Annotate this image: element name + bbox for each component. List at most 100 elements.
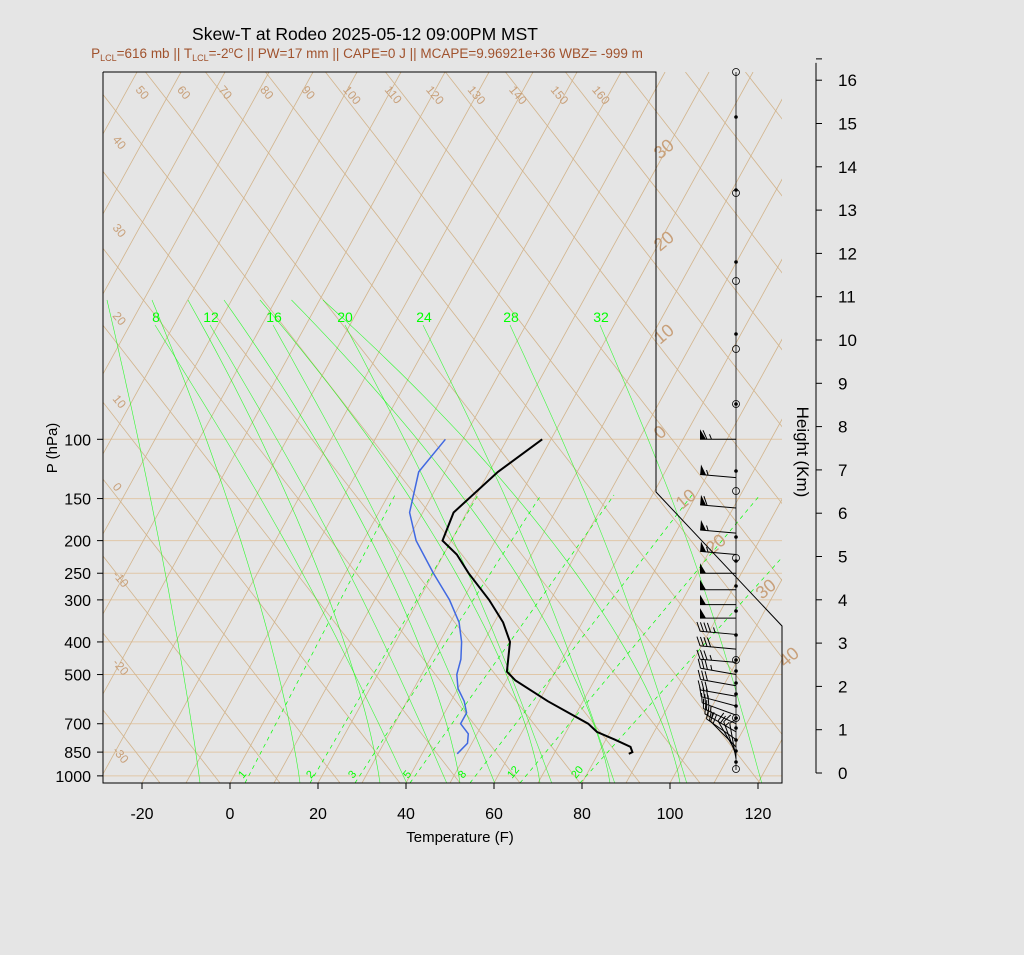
mixing-ratio-top-label: 8	[152, 309, 160, 325]
isotherm	[494, 72, 885, 783]
dry-adiabat-left-label: 30	[110, 221, 130, 240]
level-dot	[734, 332, 738, 336]
temperature-tick-label: 100	[657, 806, 684, 823]
wind-barb-full	[697, 637, 700, 646]
isotherm	[0, 72, 5, 783]
level-dot	[734, 535, 738, 539]
temperature-tick-label: -20	[130, 806, 153, 823]
pressure-tick-label: 500	[64, 668, 91, 685]
mixing-ratio-line	[470, 495, 692, 783]
wind-barb-half	[710, 434, 712, 439]
wind-barb	[697, 637, 736, 649]
level-dot	[734, 115, 738, 119]
wind-barb-half	[714, 627, 716, 632]
height-tick-label: 3	[838, 634, 847, 653]
wind-barb-half	[707, 526, 709, 531]
isotherm-label: 80	[257, 83, 277, 102]
height-tick-label: 13	[838, 201, 857, 220]
wind-barb-full	[702, 671, 704, 681]
wind-barb-full	[701, 693, 702, 703]
height-tick-label: 12	[838, 244, 857, 263]
mixing-ratio-curve	[210, 325, 447, 783]
dry-adiabat-right-label: 40	[775, 643, 803, 671]
wind-barb-half	[711, 665, 712, 670]
wind-barb-full	[705, 671, 707, 681]
pressure-tick-label: 400	[64, 635, 91, 652]
mixing-ratio-bottom-label: 20	[569, 764, 586, 781]
isotherm	[626, 72, 1017, 783]
level-dot	[734, 260, 738, 264]
height-tick-label: 14	[838, 158, 857, 177]
pressure-tick-label: 300	[64, 593, 91, 610]
wind-barb	[697, 650, 736, 662]
wind-barb-full	[705, 704, 706, 714]
moist-adiabat	[188, 300, 380, 783]
level-dot	[734, 760, 738, 764]
mixing-ratio-bottom-label: 8	[456, 769, 469, 781]
wind-barb-full	[704, 623, 707, 632]
wind-barb-full	[697, 622, 700, 631]
height-tick-label: 6	[838, 504, 847, 523]
level-dot	[734, 669, 738, 673]
dewpoint-profile	[410, 439, 469, 754]
pressure-tick-label: 850	[64, 745, 91, 762]
dry-adiabat	[865, 72, 1024, 783]
isotherm-label: 100	[340, 83, 364, 108]
wind-barb	[700, 608, 736, 618]
y-axis-label: P (hPa)	[44, 423, 61, 474]
subtitle-part: LCL	[192, 53, 209, 63]
isotherm	[98, 72, 489, 783]
dry-adiabat-right-label: 10	[672, 485, 700, 513]
pressure-tick-label: 150	[64, 492, 91, 509]
wind-barb-shaft	[711, 721, 736, 746]
plot-frame	[103, 72, 782, 783]
subtitle-part: =-2	[209, 46, 229, 61]
dry-adiabat-right-label: 10	[650, 320, 678, 348]
isotherm-label: 60	[174, 83, 194, 102]
temperature-profile	[443, 439, 633, 754]
isotherm-label: 50	[133, 83, 153, 102]
wind-barb-full	[698, 659, 700, 669]
wind-barb-full	[705, 660, 707, 670]
dry-adiabat-left-label: -10	[110, 568, 132, 591]
chart-title: Skew-T at Rodeo 2025-05-12 09:00PM MST	[192, 24, 538, 44]
dry-adiabat	[445, 72, 1000, 783]
mixing-ratio-curve	[600, 325, 762, 783]
x-axis-label: Temperature (F)	[406, 829, 514, 846]
mixing-ratio-top-label: 28	[503, 309, 519, 325]
wind-barb-flag	[700, 608, 706, 618]
temperature-tick-label: 0	[226, 806, 235, 823]
isotherm	[538, 72, 929, 783]
isotherm	[846, 72, 1024, 783]
temperature-tick-label: 80	[573, 806, 591, 823]
temperature-tick-label: 120	[745, 806, 772, 823]
wind-barb-flag	[700, 563, 706, 573]
moist-adiabat	[107, 300, 200, 783]
isotherm	[274, 72, 665, 783]
height-tick-label: 4	[838, 591, 847, 610]
pressure-tick-label: 100	[64, 432, 91, 449]
temperature-tick-label: 40	[397, 806, 415, 823]
mixing-ratio-line	[245, 495, 395, 783]
pressure-tick-label: 1000	[55, 769, 91, 786]
isotherm-label: 140	[506, 83, 530, 108]
level-dot	[734, 402, 738, 406]
chart-subtitle: PLCL​=616 mb || TLCL​=-2o​C || PW=17 mm …	[91, 45, 643, 63]
mixing-ratio-curve	[345, 325, 552, 783]
mixing-ratio-bottom-label: 3	[346, 769, 359, 781]
mixing-ratio-line	[355, 495, 541, 783]
height-tick-label: 9	[838, 374, 847, 393]
wind-barbs-layer	[697, 69, 740, 773]
isotherm	[890, 72, 1024, 783]
isotherm-label: 70	[216, 83, 236, 102]
level-dot	[734, 609, 738, 613]
height-tick-label: 7	[838, 461, 847, 480]
mixing-ratio-line	[310, 495, 478, 783]
isotherm	[802, 72, 1024, 783]
dry-adiabat	[625, 72, 1024, 783]
dry-adiabat	[0, 72, 40, 783]
dry-adiabat	[505, 72, 1024, 783]
mixing-ratio-bottom-label: 1	[236, 769, 249, 781]
